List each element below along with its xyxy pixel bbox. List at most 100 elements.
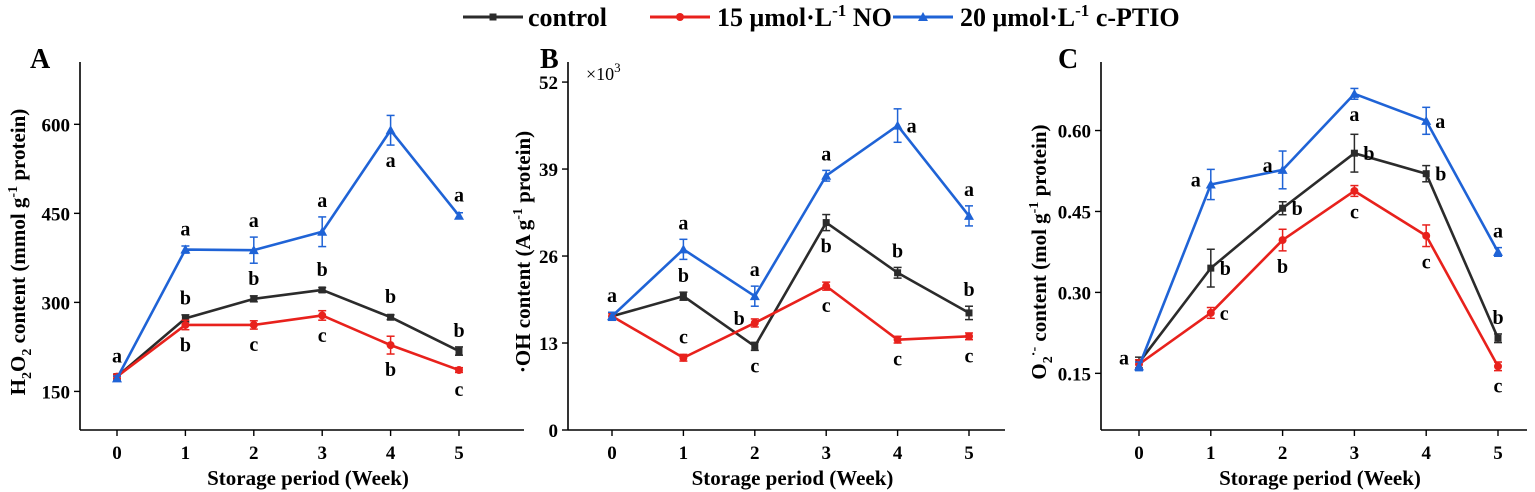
data-point xyxy=(454,210,464,220)
series-3: a a a a a xyxy=(112,114,464,383)
data-point xyxy=(1206,308,1215,317)
data-point xyxy=(250,295,258,303)
significance-letter: b xyxy=(453,320,464,342)
data-point xyxy=(750,318,759,327)
significance-letter: b xyxy=(1220,258,1231,280)
significance-letter: b xyxy=(317,259,328,281)
text-span: protein) xyxy=(511,131,535,208)
x-tick-label: 0 xyxy=(112,443,122,464)
data-point xyxy=(248,245,259,255)
series-line xyxy=(611,221,970,348)
significance-letter: a xyxy=(112,346,122,368)
significance-letter: a xyxy=(607,285,617,307)
data-point xyxy=(1205,179,1216,189)
significance-letter: c xyxy=(965,345,974,367)
data-point xyxy=(1493,246,1503,256)
x-tick-label: 4 xyxy=(1421,443,1431,464)
data-point xyxy=(893,335,902,344)
data-point xyxy=(385,125,396,135)
text-span: O xyxy=(1027,363,1051,379)
significance-letter: c xyxy=(1220,303,1229,325)
data-point xyxy=(749,291,760,301)
x-tick-label: 5 xyxy=(964,443,974,464)
x-tick-label: 4 xyxy=(893,443,903,464)
significance-letter: b xyxy=(180,335,191,357)
significance-letter: a xyxy=(1493,221,1503,243)
text-span: ·OH content (A g xyxy=(511,219,535,373)
text-span: content (mol g xyxy=(1027,213,1051,347)
significance-letter: a xyxy=(1435,111,1445,133)
significance-letter: a xyxy=(821,143,831,165)
significance-letter: b xyxy=(1277,256,1288,278)
significance-letter: b xyxy=(1292,198,1303,220)
series-line xyxy=(116,288,460,378)
x-tick-label: 3 xyxy=(1350,443,1360,464)
significance-letter: a xyxy=(1119,348,1129,370)
data-point xyxy=(964,210,974,220)
significance-letter: b xyxy=(1363,143,1374,165)
series-1: a b b b b b xyxy=(1119,133,1504,370)
panel-label: C xyxy=(1058,44,1078,75)
x-tick-label: 1 xyxy=(679,443,689,464)
significance-letter: a xyxy=(678,212,688,234)
significance-letter: b xyxy=(1435,164,1446,186)
significance-letter: c xyxy=(455,379,464,401)
data-point xyxy=(679,353,688,362)
y-tick-label: 13 xyxy=(539,334,558,355)
significance-letter: c xyxy=(750,355,759,377)
data-point xyxy=(1350,186,1359,195)
text-span: 2 xyxy=(20,372,35,379)
x-axis-label: Storage period (Week) xyxy=(1219,466,1421,490)
data-point xyxy=(180,244,191,254)
y-axis-label: H2O2 content (mmol g-1 protein) xyxy=(6,109,35,396)
significance-letter: b xyxy=(248,268,259,290)
series-line xyxy=(1137,92,1500,367)
significance-letter: c xyxy=(822,295,831,317)
data-point xyxy=(387,313,395,321)
significance-letter: b xyxy=(180,287,191,309)
significance-letter: c xyxy=(679,327,688,349)
y-axis-label: O2·- content (mol g-1 protein) xyxy=(1027,124,1056,379)
text-span: ·- xyxy=(1027,347,1042,357)
significance-letter: b xyxy=(1492,307,1503,329)
panel-C: C 0.15 0.30 0.45 0.60 0 1 2 3 4 5 Storage period (W… xyxy=(1027,44,1527,490)
panel-A: A 150 300 450 600 0 1 2 3 4 5 Storage period (Week)… xyxy=(6,44,524,490)
significance-letter: b xyxy=(385,286,396,308)
x-tick-label: 1 xyxy=(181,443,191,464)
data-point xyxy=(1277,164,1288,174)
text-span: O xyxy=(6,356,30,372)
y-tick-label: 0 xyxy=(549,421,559,442)
significance-letter: c xyxy=(893,349,902,371)
legend-marker-3 xyxy=(918,12,928,21)
y-tick-label: 150 xyxy=(42,382,71,403)
series-1: a b c b b b xyxy=(607,213,975,377)
panel-label: B xyxy=(540,44,559,75)
data-point xyxy=(965,309,973,317)
text-span: -1 xyxy=(6,186,21,198)
y-tick-label: 0.60 xyxy=(1058,122,1091,143)
panel-B: B 0 13 26 39 52 0 1 2 3 4 5 Storage period (Week) ·OH… xyxy=(511,44,1005,490)
data-point xyxy=(318,311,327,320)
series-line xyxy=(611,284,970,360)
data-point xyxy=(112,373,122,383)
legend-marker-1 xyxy=(489,13,497,21)
text-span: 2 xyxy=(1041,356,1056,363)
series-2: c b c c c xyxy=(608,281,974,371)
y-tick-label: 26 xyxy=(539,247,558,268)
data-point xyxy=(1134,361,1144,371)
data-point xyxy=(386,341,395,350)
data-point xyxy=(181,320,190,329)
text-span: 20 μmol·L xyxy=(960,3,1075,32)
data-point xyxy=(1350,149,1358,157)
y-tick-label: 450 xyxy=(42,204,71,225)
data-point xyxy=(1494,334,1502,342)
series-3: a a a a a xyxy=(607,108,974,322)
data-point xyxy=(892,120,903,130)
text-span: -1 xyxy=(832,1,846,20)
data-point xyxy=(607,311,617,321)
legend-label-2: 15 μmol·L-1 NO xyxy=(717,1,892,32)
significance-letter: a xyxy=(317,190,327,212)
significance-letter: a xyxy=(180,219,190,241)
series-line xyxy=(115,128,461,379)
data-point xyxy=(822,219,830,227)
